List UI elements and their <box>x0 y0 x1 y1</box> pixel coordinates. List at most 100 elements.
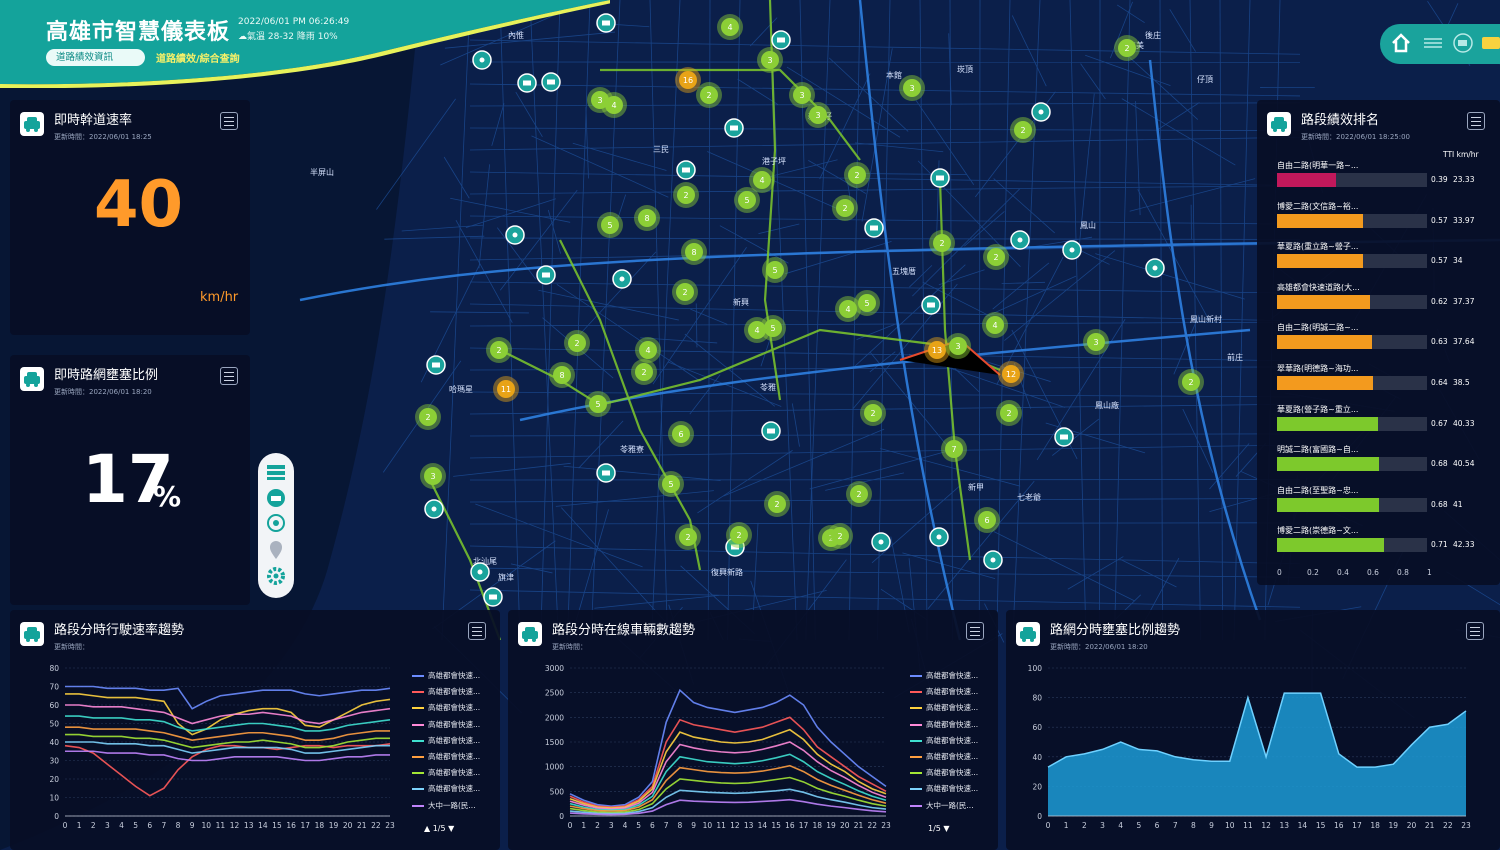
cluster-marker[interactable]: 2 <box>983 244 1009 270</box>
cluster-marker[interactable]: 3 <box>805 102 831 128</box>
cluster-marker[interactable]: 2 <box>696 82 722 108</box>
cctv-camera-icon[interactable] <box>1054 427 1074 447</box>
legend-item[interactable]: 高雄都會快速... <box>412 670 480 681</box>
panel-menu-button[interactable] <box>1466 622 1484 640</box>
cluster-marker[interactable]: 2 <box>1114 35 1140 61</box>
ranking-row[interactable]: 翠華路(明德路~海功... 0.64 38.5 <box>1277 363 1477 403</box>
panel-menu-button[interactable] <box>220 367 238 385</box>
vd-sensor-icon[interactable] <box>470 562 490 582</box>
pager-down-icon[interactable]: ▼ <box>445 824 455 833</box>
cluster-marker[interactable]: 16 <box>675 67 701 93</box>
ranking-row[interactable]: 自由二路(明華一路~... 0.39 23.33 <box>1277 160 1477 200</box>
panel-menu-button[interactable] <box>468 622 486 640</box>
legend-item[interactable]: 高雄都會快速... <box>412 686 480 697</box>
legend-item[interactable]: 高雄都會快速... <box>910 751 978 762</box>
panel-menu-button[interactable] <box>1467 112 1485 130</box>
cluster-marker[interactable]: 5 <box>854 290 880 316</box>
cluster-marker[interactable]: 5 <box>597 212 623 238</box>
cluster-marker[interactable]: 11 <box>493 376 519 402</box>
cluster-marker[interactable]: 2 <box>1178 369 1204 395</box>
ranking-row[interactable]: 自由二路(至聖路~忠... 0.68 41 <box>1277 485 1477 525</box>
vd-sensor-icon[interactable] <box>1145 258 1165 278</box>
cctv-camera-icon[interactable] <box>724 118 744 138</box>
cluster-marker[interactable]: 5 <box>760 315 786 341</box>
vd-sensor-icon[interactable] <box>929 527 949 547</box>
cluster-marker[interactable]: 3 <box>1083 329 1109 355</box>
legend-item[interactable]: 大中一路(民... <box>412 800 476 811</box>
legend-item[interactable]: 高雄都會快速... <box>910 719 978 730</box>
legend-pager[interactable]: 1/5 ▼ <box>928 824 950 833</box>
legend-item[interactable]: 高雄都會快速... <box>910 670 978 681</box>
legend-item[interactable]: 高雄都會快速... <box>910 686 978 697</box>
cluster-marker[interactable]: 5 <box>585 391 611 417</box>
location-pin-icon[interactable] <box>266 540 286 560</box>
legend-item[interactable]: 高雄都會快速... <box>910 702 978 713</box>
cluster-marker[interactable]: 2 <box>832 195 858 221</box>
cluster-marker[interactable]: 4 <box>835 296 861 322</box>
panel-menu-button[interactable] <box>220 112 238 130</box>
vd-sensor-icon[interactable] <box>424 499 444 519</box>
panel-menu-button[interactable] <box>966 622 984 640</box>
cctv-camera-icon[interactable] <box>517 73 537 93</box>
cluster-marker[interactable]: 2 <box>672 279 698 305</box>
cluster-marker[interactable]: 2 <box>860 400 886 426</box>
vd-sensor-icon[interactable] <box>871 532 891 552</box>
menu-lines-icon[interactable] <box>1422 32 1444 54</box>
cluster-marker[interactable]: 2 <box>564 330 590 356</box>
cluster-marker[interactable]: 6 <box>974 507 1000 533</box>
pager-up-icon[interactable]: ▲ <box>424 824 433 833</box>
ranking-row[interactable]: 博愛二路(崇德路~文... 0.71 42.33 <box>1277 525 1477 565</box>
cluster-marker[interactable]: 6 <box>668 421 694 447</box>
legend-pager[interactable]: ▲ 1/5 ▼ <box>424 824 454 833</box>
cluster-marker[interactable]: 2 <box>996 400 1022 426</box>
cluster-marker[interactable]: 5 <box>658 471 684 497</box>
cluster-marker[interactable]: 3 <box>420 463 446 489</box>
home-icon[interactable] <box>1390 32 1412 54</box>
ranking-row[interactable]: 華夏路(重立路~營子... 0.57 34 <box>1277 241 1477 281</box>
road-query-link[interactable]: 道路績效/綜合查詢 <box>156 54 240 65</box>
cluster-marker[interactable]: 4 <box>744 317 770 343</box>
cluster-marker[interactable]: 2 <box>673 182 699 208</box>
cluster-marker[interactable]: 4 <box>635 337 661 363</box>
cctv-camera-icon[interactable] <box>483 587 503 607</box>
ranking-row[interactable]: 博愛二路(文信路~裕... 0.57 33.97 <box>1277 201 1477 241</box>
cluster-marker[interactable]: 2 <box>1010 117 1036 143</box>
vd-sensor-icon[interactable] <box>472 50 492 70</box>
cluster-marker[interactable]: 2 <box>764 491 790 517</box>
legend-item[interactable]: 高雄都會快速... <box>910 767 978 778</box>
cluster-marker[interactable]: 8 <box>681 239 707 265</box>
legend-item[interactable]: 高雄都會快速... <box>412 767 480 778</box>
legend-item[interactable]: 高雄都會快速... <box>412 719 480 730</box>
cluster-marker[interactable]: 8 <box>634 205 660 231</box>
cctv-camera-icon[interactable] <box>596 463 616 483</box>
road-performance-tab[interactable]: 道路績效資訊 <box>46 49 145 66</box>
cluster-marker[interactable]: 2 <box>415 404 441 430</box>
vd-sensor-icon[interactable] <box>505 225 525 245</box>
cluster-marker[interactable]: 2 <box>486 337 512 363</box>
legend-item[interactable]: 高雄都會快速... <box>910 783 978 794</box>
cluster-marker[interactable]: 4 <box>982 312 1008 338</box>
cctv-camera-icon[interactable] <box>536 265 556 285</box>
vd-sensor-icon[interactable] <box>1010 230 1030 250</box>
cctv-camera-icon[interactable] <box>921 295 941 315</box>
vd-sensor-icon[interactable] <box>983 550 1003 570</box>
legend-item[interactable]: 高雄都會快速... <box>412 783 480 794</box>
cluster-marker[interactable]: 13 <box>924 337 950 363</box>
cctv-camera-icon[interactable] <box>541 72 561 92</box>
cluster-marker[interactable]: 7 <box>941 436 967 462</box>
cluster-marker[interactable]: 4 <box>749 167 775 193</box>
legend-item[interactable]: 高雄都會快速... <box>910 735 978 746</box>
cluster-marker[interactable]: 2 <box>726 522 752 548</box>
cluster-marker[interactable]: 2 <box>846 481 872 507</box>
car-layer-icon[interactable] <box>266 488 286 508</box>
cluster-marker[interactable]: 5 <box>734 187 760 213</box>
sensor-layer-icon[interactable] <box>266 513 286 533</box>
legend-item[interactable]: 大中一路(民... <box>910 800 974 811</box>
cluster-marker[interactable]: 3 <box>899 75 925 101</box>
cluster-marker[interactable]: 5 <box>762 257 788 283</box>
layers-icon[interactable] <box>266 462 286 482</box>
gear-icon[interactable] <box>266 566 286 586</box>
vd-sensor-icon[interactable] <box>1062 240 1082 260</box>
ranking-row[interactable]: 明誠二路(富國路~自... 0.68 40.54 <box>1277 444 1477 484</box>
cctv-camera-icon[interactable] <box>676 160 696 180</box>
